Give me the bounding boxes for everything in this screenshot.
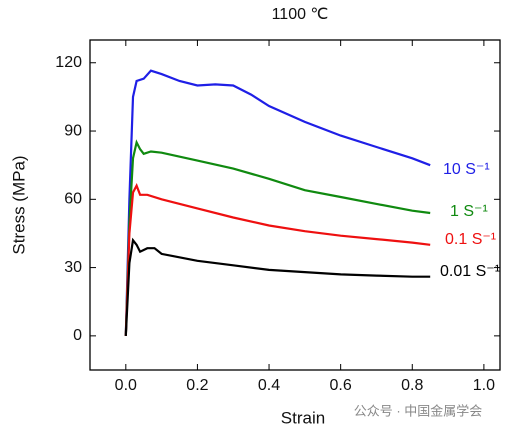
y-tick-label: 60 (64, 191, 82, 208)
series-line (124, 139, 431, 336)
y-tick-label: 0 (73, 327, 82, 344)
y-axis-label: Stress (MPa) (9, 155, 28, 254)
plot-frame (89, 39, 501, 371)
y-tick-label: 120 (55, 54, 82, 71)
y-tick-label: 90 (64, 122, 82, 139)
series-label: 0.01 S⁻¹ (440, 263, 500, 280)
x-axis-label: Strain (281, 408, 325, 427)
series-label: 1 S⁻¹ (450, 203, 488, 220)
series-label: 0.1 S⁻¹ (445, 231, 496, 248)
x-tick-label: 0.2 (186, 377, 208, 394)
series-line (124, 237, 431, 336)
series-line (124, 183, 431, 336)
series-label: 10 S⁻¹ (443, 161, 490, 178)
x-tick-label: 1.0 (473, 377, 495, 394)
series-line (124, 69, 431, 336)
x-tick-label: 0.4 (258, 377, 280, 394)
x-tick-label: 0.0 (115, 377, 137, 394)
chart-title: 1100 ℃ (272, 6, 329, 23)
y-tick-label: 30 (64, 259, 82, 276)
x-tick-label: 0.8 (401, 377, 423, 394)
watermark: 公众号 · 中国金属学会 (354, 403, 483, 418)
x-tick-label: 0.6 (330, 377, 352, 394)
